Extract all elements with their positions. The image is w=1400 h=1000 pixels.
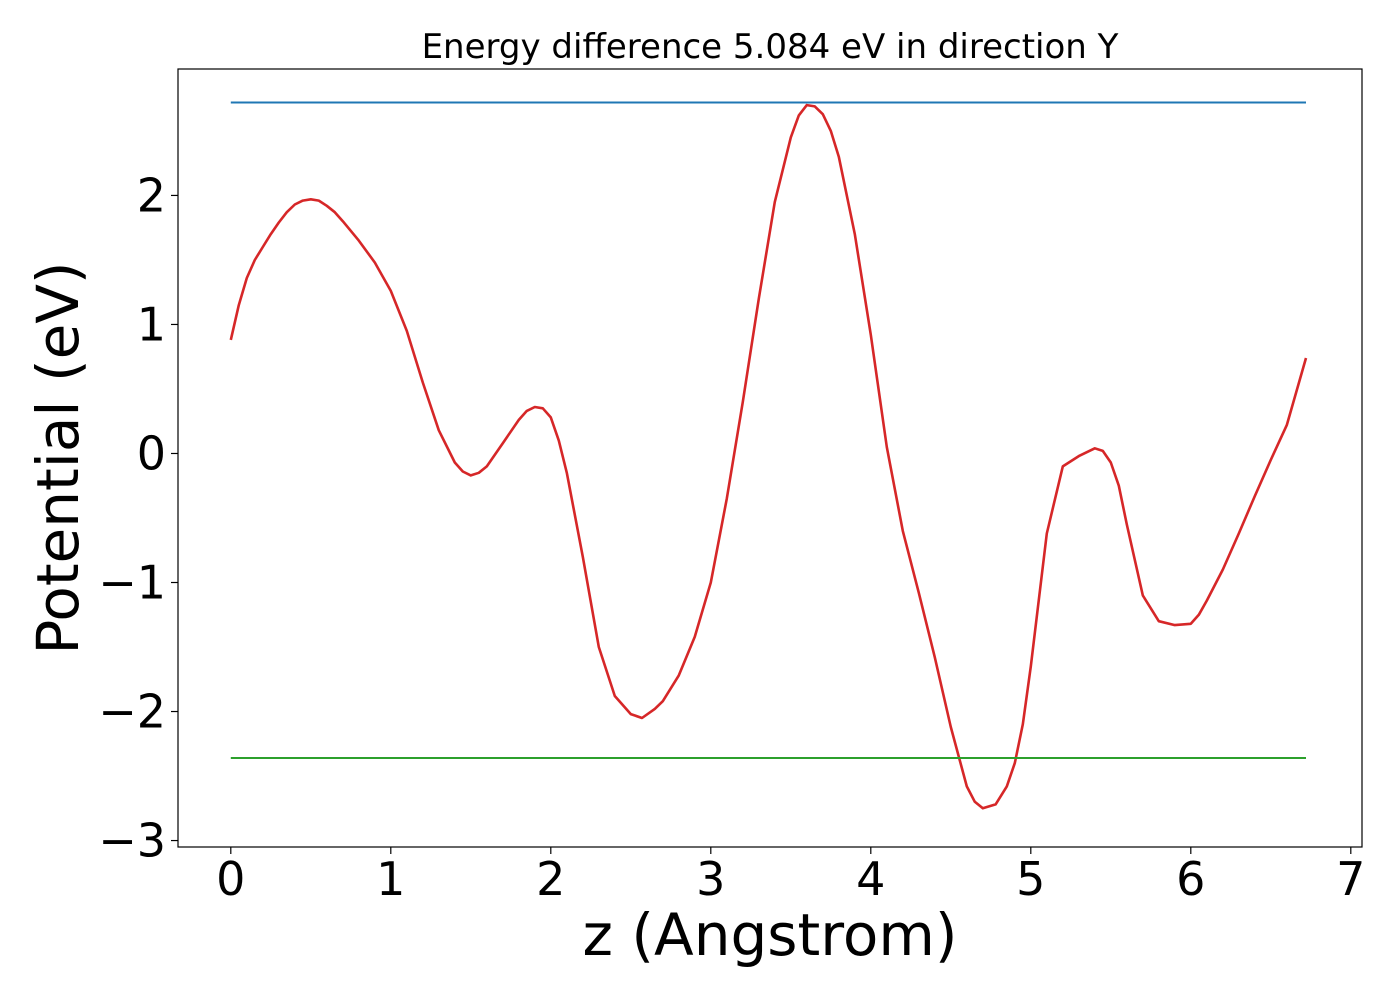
x-tick-label: 5: [1016, 852, 1045, 906]
series-layer: [229, 101, 1308, 810]
x-axis-label: z (Angstrom): [583, 901, 958, 969]
y-tick-label: 2: [137, 168, 166, 222]
x-axis-ticks: 0 1 2 3 4 5 6 7: [216, 847, 1365, 906]
y-axis-ticks: 2 1 0 −1 −2 −3: [98, 168, 178, 868]
y-tick-label: −1: [98, 556, 166, 610]
x-tick-label: 3: [696, 852, 725, 906]
chart-title: Energy difference 5.084 eV in direction …: [422, 27, 1119, 67]
plot-frame: [177, 68, 1363, 848]
x-tick-label: 4: [856, 852, 885, 906]
x-tick-label: 7: [1336, 852, 1365, 906]
x-tick-label: 0: [216, 852, 245, 906]
y-tick-label: −2: [98, 685, 166, 739]
y-tick-label: 1: [137, 297, 166, 351]
y-tick-label: −3: [98, 814, 166, 868]
y-axis-label: Potential (eV): [24, 261, 92, 654]
x-tick-label: 6: [1176, 852, 1205, 906]
y-tick-label: 0: [137, 426, 166, 480]
x-tick-label: 1: [376, 852, 405, 906]
series-line-0: [229, 103, 1308, 810]
x-tick-label: 2: [536, 852, 565, 906]
